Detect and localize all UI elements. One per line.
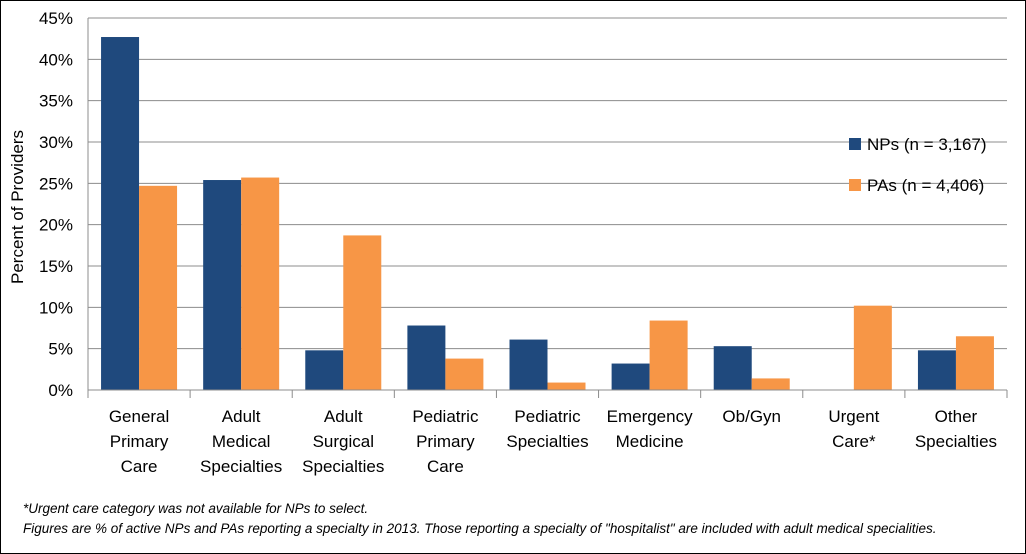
y-tick-label: 5% [48, 340, 73, 359]
bar-nps [203, 180, 242, 390]
footnote-source: Figures are % of active NPs and PAs repo… [23, 521, 937, 536]
legend-swatch-pas [849, 179, 861, 191]
y-tick-label: 15% [39, 257, 73, 276]
x-tick-label: Pediatric Specialties [506, 407, 588, 451]
bar-pas [751, 378, 790, 390]
y-tick-label: 10% [39, 298, 73, 317]
y-tick-label: 35% [39, 92, 73, 111]
x-tick-label: Urgent Care* [828, 407, 879, 451]
x-tick-label: Adult Medical Specialties [200, 407, 282, 476]
y-tick-label: 45% [39, 9, 73, 28]
bar-pas [649, 320, 688, 390]
y-tick-label: 20% [39, 216, 73, 235]
bar-nps [917, 350, 956, 390]
bar-pas [343, 235, 382, 390]
x-tick-label: Pediatric Primary Care [412, 407, 479, 476]
x-tick-label: Emergency Medicine [607, 407, 693, 451]
bar-pas [547, 382, 586, 390]
bar-pas [445, 358, 484, 390]
bar-pas [139, 185, 178, 390]
bar-nps [101, 37, 140, 390]
bar-pas [241, 177, 280, 390]
x-tick-label: Ob/Gyn [722, 407, 781, 426]
bar-nps [509, 339, 548, 390]
legend-swatch-nps [849, 138, 861, 150]
y-tick-label: 30% [39, 133, 73, 152]
bar-pas [955, 336, 994, 390]
bar-nps [407, 325, 446, 390]
footnote-urgent-care: *Urgent care category was not available … [23, 501, 369, 516]
bar-chart: 0% 5% 10% 15% 20% 25% 30% 35% 40% 45% Percent of P… [8, 9, 1008, 476]
y-axis-label: Percent of Providers [8, 130, 27, 284]
bar-pas [853, 305, 892, 390]
y-tick-label: 40% [39, 50, 73, 69]
bar-nps [305, 350, 344, 390]
x-tick-label: Other Specialties [915, 407, 997, 451]
y-tick-label: 0% [48, 381, 73, 400]
legend-label-nps: NPs (n = 3,167) [867, 135, 987, 154]
x-tick-label: Adult Surgical Specialties [302, 407, 384, 476]
x-tick-label: General Primary Care [109, 407, 169, 476]
legend-label-pas: PAs (n = 4,406) [867, 176, 984, 195]
bar-nps [611, 363, 650, 390]
bar-nps [713, 346, 752, 390]
y-tick-label: 25% [39, 174, 73, 193]
